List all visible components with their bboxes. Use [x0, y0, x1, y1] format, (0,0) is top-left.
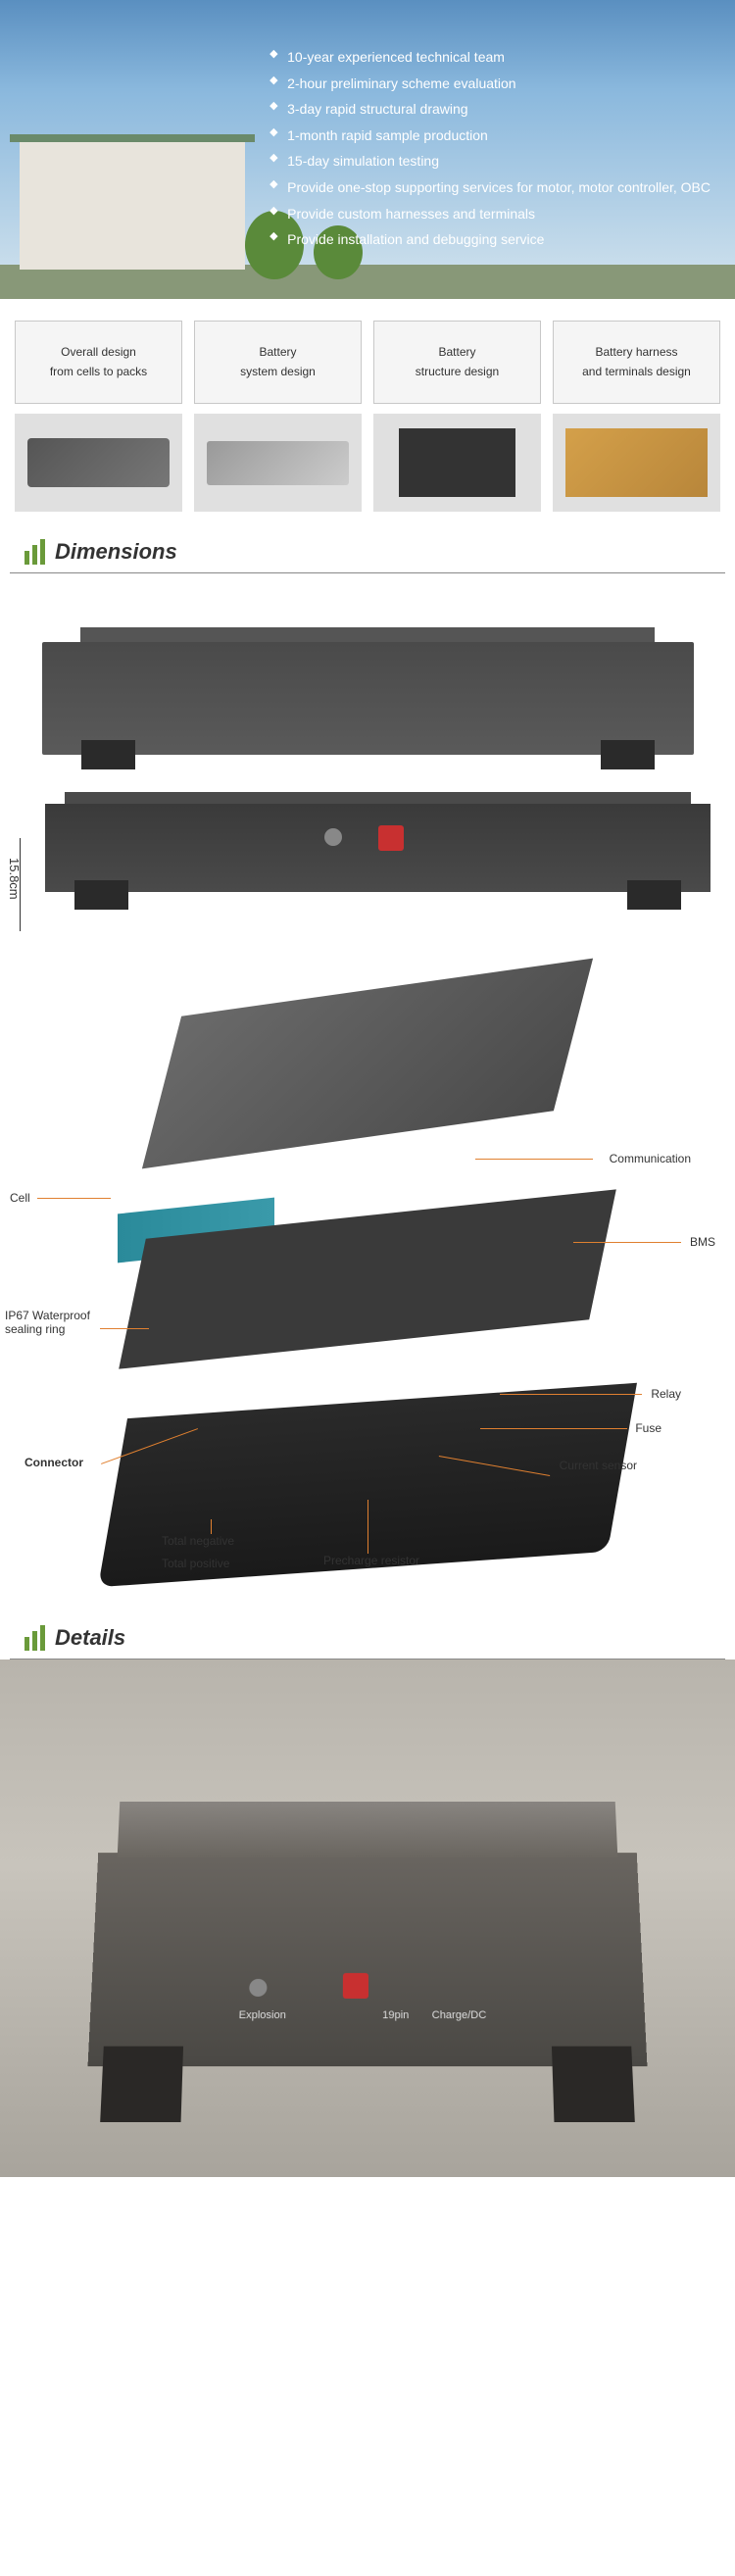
feature-item: Provide one-stop supporting services for… — [270, 174, 710, 201]
callout-fuse: Fuse — [635, 1421, 662, 1435]
callout-current: Current sensor — [560, 1459, 637, 1472]
product-photo: Explosion 19pin Charge/DC — [0, 1660, 735, 2177]
callout-total-neg: Total negative — [162, 1534, 234, 1548]
feature-item: 15-day simulation testing — [270, 148, 710, 174]
card-overall: Overall designfrom cells to packs — [15, 321, 182, 512]
dim-height-side: 15.8cm — [7, 858, 22, 900]
feature-item: Provide installation and debugging servi… — [270, 226, 710, 253]
title-bars-icon — [24, 1625, 45, 1651]
callout-cell: Cell — [10, 1191, 30, 1205]
callout-connector: Connector — [24, 1456, 83, 1469]
callout-bms: BMS — [690, 1235, 715, 1249]
feature-item: 3-day rapid structural drawing — [270, 96, 710, 123]
callout-relay: Relay — [651, 1387, 681, 1401]
pack-front — [42, 642, 694, 755]
feature-item: 1-month rapid sample production — [270, 123, 710, 149]
heading: Dimensions — [55, 539, 177, 565]
front-view: 90cm — [24, 642, 710, 755]
callout-communication: Communication — [610, 1152, 691, 1165]
dimensions-block: 90cm 107.6cm 15.8cm — [0, 573, 735, 970]
callout-precharge: Precharge resistor — [323, 1554, 419, 1567]
label-explosion: Explosion — [239, 2009, 286, 2021]
label-charge: Charge/DC — [432, 2009, 487, 2021]
title-bars-icon — [24, 539, 45, 565]
feature-item: Provide custom harnesses and terminals — [270, 201, 710, 227]
lid-layer — [142, 959, 593, 1169]
design-cards: Overall designfrom cells to packs Batter… — [0, 299, 735, 521]
feature-item: 2-hour preliminary scheme evaluation — [270, 71, 710, 97]
feature-item: 10-year experienced technical team — [270, 44, 710, 71]
callout-ip67: IP67 Waterproof sealing ring — [5, 1309, 103, 1336]
card-structure: Batterystructure design — [373, 321, 541, 512]
section-title-details: Details — [10, 1608, 725, 1660]
heading: Details — [55, 1625, 125, 1651]
exploded-view: Cell Communication BMS IP67 Waterproof s… — [0, 970, 735, 1608]
section-title-dimensions: Dimensions — [10, 521, 725, 573]
callout-total-pos: Total positive — [162, 1557, 229, 1570]
label-19pin: 19pin — [382, 2009, 409, 2021]
card-harness: Battery harnessand terminals design — [553, 321, 720, 512]
hero-banner: 10-year experienced technical team 2-hou… — [0, 0, 735, 299]
side-view: 107.6cm 15.8cm — [24, 804, 710, 892]
pack-photo: Explosion 19pin Charge/DC — [88, 1853, 648, 2066]
card-system: Batterysystem design — [194, 321, 362, 512]
feature-list: 10-year experienced technical team 2-hou… — [270, 44, 710, 253]
pack-side — [45, 804, 710, 892]
